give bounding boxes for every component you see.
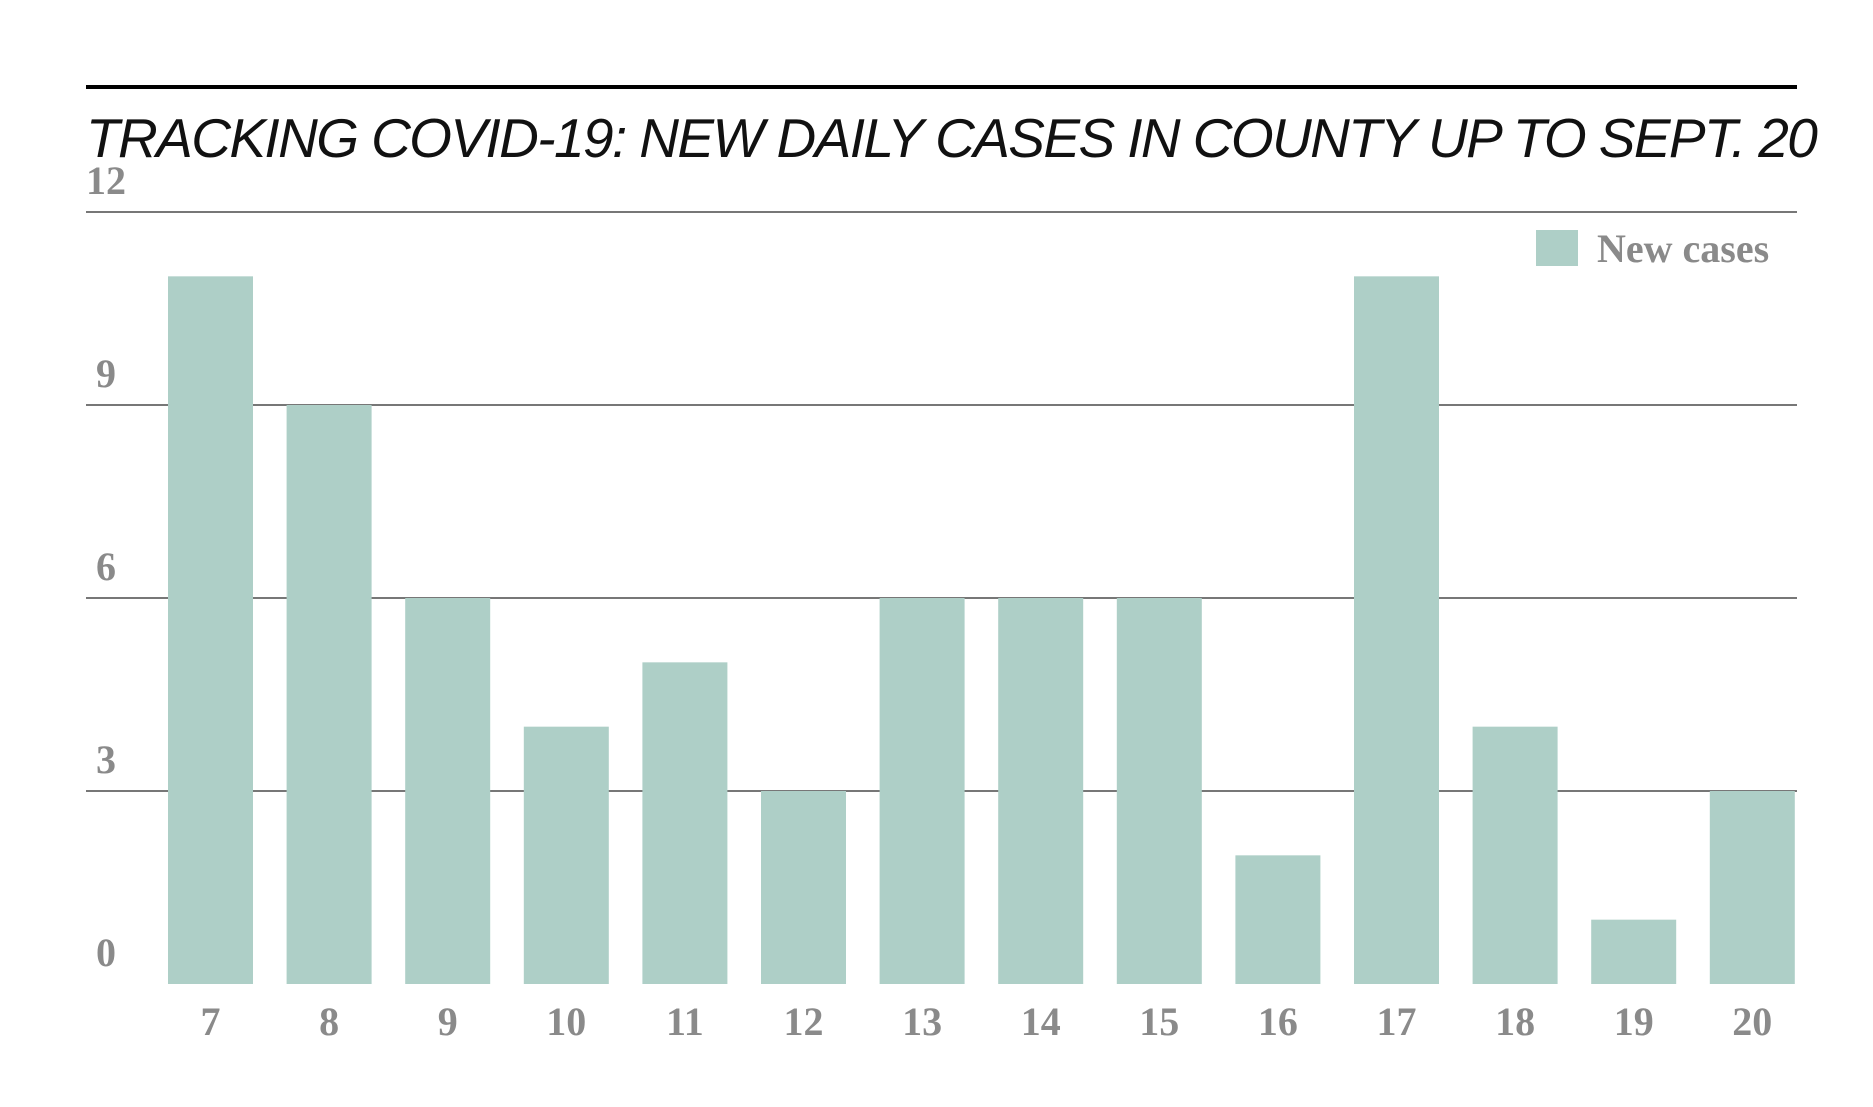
bar-19 (1591, 919, 1677, 984)
x-tick-label-16: 16 (1258, 999, 1298, 1044)
bar-14 (998, 598, 1084, 984)
legend: New cases (1536, 226, 1769, 271)
x-tick-label-8: 8 (319, 999, 339, 1044)
bars (168, 276, 1795, 984)
x-tick-label-19: 19 (1614, 999, 1654, 1044)
x-tick-label-15: 15 (1139, 999, 1179, 1044)
x-tick-label-11: 11 (666, 999, 704, 1044)
bar-12 (761, 791, 846, 984)
bar-9 (405, 598, 491, 984)
y-tick-label-9: 9 (96, 351, 116, 396)
x-tick-label-7: 7 (201, 999, 221, 1044)
x-tick-label-18: 18 (1495, 999, 1535, 1044)
y-tick-label-12: 12 (86, 158, 126, 203)
bar-8 (286, 405, 372, 984)
chart-title: TRACKING COVID-19: NEW DAILY CASES IN CO… (86, 107, 1818, 169)
x-tick-label-13: 13 (902, 999, 942, 1044)
bar-7 (168, 276, 253, 984)
legend-label: New cases (1597, 226, 1769, 271)
bar-17 (1354, 276, 1439, 984)
bar-13 (879, 598, 965, 984)
y-tick-label-3: 3 (96, 737, 116, 782)
y-tick-label-6: 6 (96, 544, 116, 589)
x-tick-label-9: 9 (438, 999, 458, 1044)
x-tick-label-10: 10 (546, 999, 586, 1044)
x-tick-label-17: 17 (1377, 999, 1417, 1044)
bar-20 (1709, 791, 1795, 984)
x-tick-label-20: 20 (1732, 999, 1772, 1044)
bar-10 (523, 726, 609, 984)
legend-swatch (1536, 230, 1578, 266)
x-tick-label-12: 12 (784, 999, 824, 1044)
bar-16 (1235, 855, 1321, 984)
y-axis-ticks: 0 3 6 9 12 (86, 158, 126, 975)
y-tick-label-0: 0 (96, 930, 116, 975)
bar-18 (1472, 726, 1558, 984)
bar-15 (1116, 598, 1202, 984)
x-tick-label-14: 14 (1021, 999, 1061, 1044)
bar-11 (642, 662, 728, 984)
x-axis-ticks: 7 8 9 10 11 12 13 14 15 16 17 18 19 20 (201, 999, 1773, 1044)
